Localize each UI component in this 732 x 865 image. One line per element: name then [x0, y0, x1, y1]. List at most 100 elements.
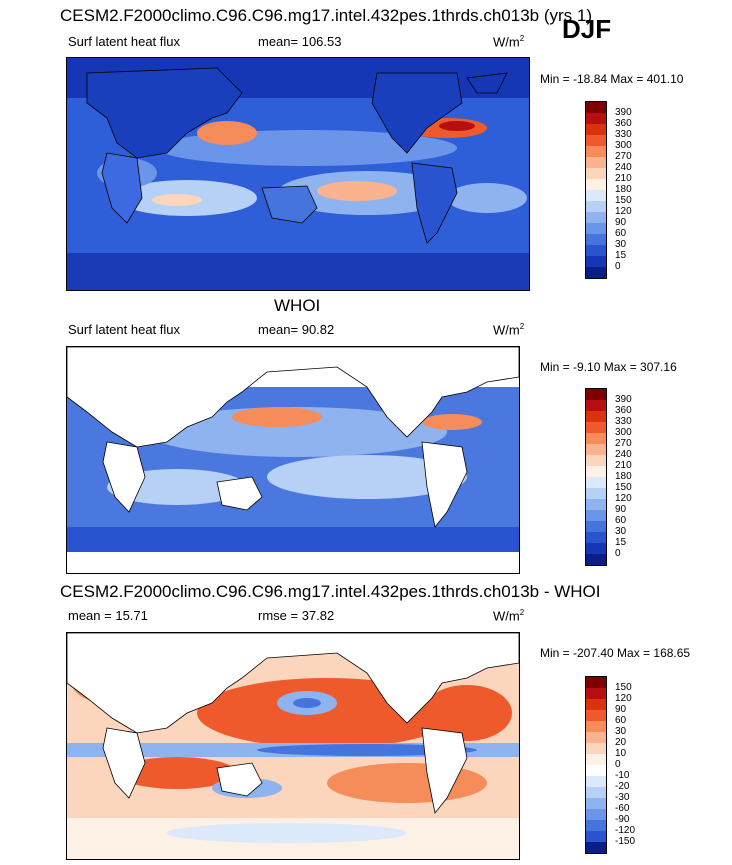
panel2-map-svg	[67, 347, 519, 573]
panel1-colorbar-swatch	[586, 245, 606, 256]
panel3-colorbar-swatch	[586, 721, 606, 732]
panel2-map	[66, 346, 520, 574]
panel3-colorbar-tick: 20	[615, 737, 627, 748]
panel2-colorbar-swatch	[586, 411, 606, 422]
panel3-colorbar-tick: -150	[615, 836, 636, 847]
panel3-colorbar-tick: 150	[615, 682, 632, 693]
panel1-colorbar-tick: 390	[615, 107, 632, 118]
panel2-colorbar-tick: 60	[615, 515, 627, 526]
panel2-colorbar-tick: 90	[615, 504, 627, 515]
panel1-colorbar-swatch	[586, 190, 606, 201]
panel2-colorbar-swatch	[586, 433, 606, 444]
panel3-colorbar-swatch	[586, 831, 606, 842]
panel1-map	[66, 57, 530, 291]
panel3-colorbar-swatch	[586, 743, 606, 754]
panel2-colorbar-tick: 330	[615, 416, 632, 427]
panel2-variable-label: Surf latent heat flux	[68, 322, 181, 337]
panel2-colorbar-swatch	[586, 532, 606, 543]
panel1-colorbar-swatch	[586, 223, 606, 234]
panel1-colorbar	[585, 101, 607, 279]
panel2-colorbar	[585, 388, 607, 566]
panel1-map-svg	[67, 58, 529, 290]
panel2-colorbar-tick: 150	[615, 482, 632, 493]
panel2-colorbar-tick: 120	[615, 493, 632, 504]
panel2-colorbar-swatch	[586, 477, 606, 488]
panel2-colorbar-tick: 0	[615, 548, 621, 559]
panel1-colorbar-tick: 360	[615, 118, 632, 129]
panel3-colorbar-tick: -60	[615, 803, 630, 814]
panel3-title: CESM2.F2000climo.C96.C96.mg17.intel.432p…	[60, 582, 601, 601]
panel1-colorbar-swatch	[586, 234, 606, 245]
panel3-colorbar-swatch	[586, 710, 606, 721]
panel2-colorbar-swatch	[586, 444, 606, 455]
panel3-colorbar-tick: 90	[615, 704, 627, 715]
panel3-colorbar	[585, 676, 607, 854]
panel3-colorbar-tick: -120	[615, 825, 636, 836]
panel2-colorbar-tick: 390	[615, 394, 632, 405]
panel1-colorbar-tick: 270	[615, 151, 632, 162]
panel1-colorbar-tick: 120	[615, 206, 632, 217]
panel3-colorbar-tick: -90	[615, 814, 630, 825]
panel1-colorbar-swatch	[586, 157, 606, 168]
panel2-colorbar-swatch	[586, 455, 606, 466]
panel3-colorbar-swatch	[586, 776, 606, 787]
panel3-colorbar-tick: 30	[615, 726, 627, 737]
panel1-colorbar-swatch	[586, 256, 606, 267]
panel1-units: W/m2	[493, 34, 525, 50]
panel3-colorbar-swatch	[586, 699, 606, 710]
panel1-colorbar-swatch	[586, 102, 606, 113]
panel2-colorbar-tick: 360	[615, 405, 632, 416]
panel1-variable-label: Surf latent heat flux	[68, 34, 181, 49]
panel3-colorbar-tick: -10	[615, 770, 630, 781]
panel2-colorbar-tick: 30	[615, 526, 627, 537]
season-label: DJF	[562, 14, 612, 44]
panel3-mean-label: mean = 15.71	[68, 608, 148, 623]
panel2-units: W/m2	[493, 322, 525, 338]
panel2-colorbar-swatch	[586, 521, 606, 532]
panel2-colorbar-tick: 210	[615, 460, 632, 471]
panel1-colorbar-tick: 60	[615, 228, 627, 239]
panel2-mean-label: mean= 90.82	[258, 322, 335, 337]
panel2-colorbar-tick: 180	[615, 471, 632, 482]
panel1-colorbar-tick: 30	[615, 239, 627, 250]
panel2-colorbar-swatch	[586, 389, 606, 400]
panel3-colorbar-tick: 0	[615, 759, 621, 770]
panel1-colorbar-tick: 15	[615, 250, 627, 261]
panel1-colorbar-tick: 180	[615, 184, 632, 195]
panel1-colorbar-swatch	[586, 135, 606, 146]
panel3-colorbar-tick: -20	[615, 781, 630, 792]
panel1-colorbar-swatch	[586, 212, 606, 223]
panel3-colorbar-swatch	[586, 809, 606, 820]
panel1-colorbar-tick: 210	[615, 173, 632, 184]
panel2-colorbar-swatch	[586, 488, 606, 499]
panel3-colorbar-tick: 120	[615, 693, 632, 704]
panel1-colorbar-swatch	[586, 267, 606, 278]
panel1-mean-label: mean= 106.53	[258, 34, 342, 49]
panel3-colorbar-swatch	[586, 787, 606, 798]
panel3-colorbar-tick: 60	[615, 715, 627, 726]
panel2-minmax: Min = -9.10 Max = 307.16	[540, 360, 677, 374]
panel2-colorbar-swatch	[586, 543, 606, 554]
panel3-colorbar-swatch	[586, 798, 606, 809]
panel3-colorbar-swatch	[586, 842, 606, 853]
panel1-colorbar-tick: 90	[615, 217, 627, 228]
panel3-colorbar-tick: 10	[615, 748, 627, 759]
panel1-minmax: Min = -18.84 Max = 401.10	[540, 72, 684, 86]
panel1-colorbar-swatch	[586, 146, 606, 157]
panel1-title: CESM2.F2000climo.C96.C96.mg17.intel.432p…	[60, 6, 592, 25]
panel1-colorbar-tick: 300	[615, 140, 632, 151]
panel2-colorbar-tick: 240	[615, 449, 632, 460]
panel2-colorbar-swatch	[586, 510, 606, 521]
panel3-map-svg	[67, 633, 519, 859]
panel2-colorbar-swatch	[586, 466, 606, 477]
panel2-colorbar-swatch	[586, 499, 606, 510]
panel1-colorbar-tick: 0	[615, 261, 621, 272]
panel3-colorbar-swatch	[586, 754, 606, 765]
panel1-colorbar-swatch	[586, 179, 606, 190]
panel3-map	[66, 632, 520, 860]
panel3-minmax: Min = -207.40 Max = 168.65	[540, 646, 691, 660]
panel2-colorbar-tick: 270	[615, 438, 632, 449]
panel1-colorbar-tick: 150	[615, 195, 632, 206]
panel3-colorbar-swatch	[586, 765, 606, 776]
panel2-colorbar-swatch	[586, 554, 606, 565]
